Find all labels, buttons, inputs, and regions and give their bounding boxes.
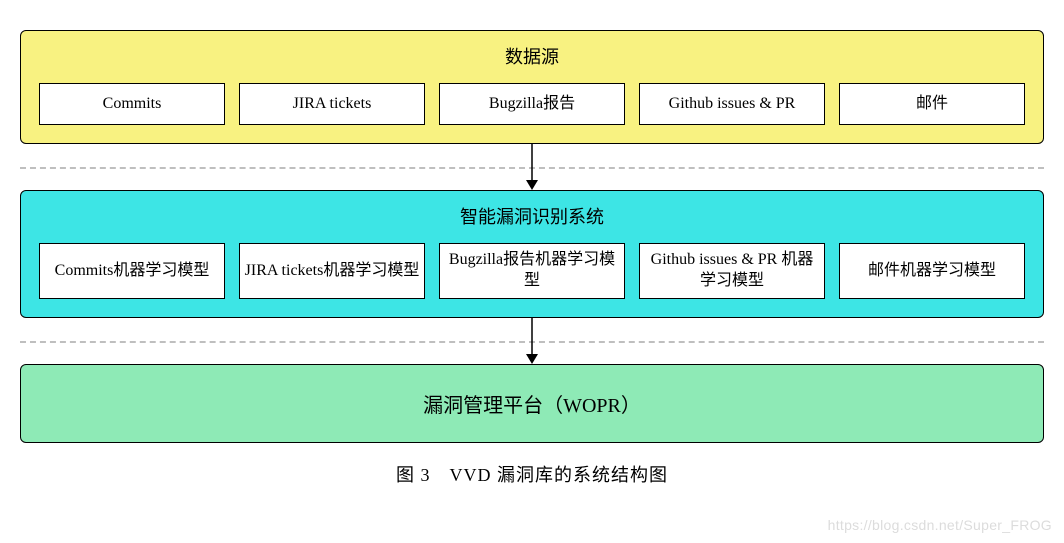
box-email-model: 邮件机器学习模型 <box>839 243 1025 299</box>
layer-title-sources: 数据源 <box>39 43 1025 69</box>
watermark: https://blog.csdn.net/Super_FROG <box>828 517 1052 533</box>
box-github: Github issues & PR <box>639 83 825 125</box>
layer-title-models: 智能漏洞识别系统 <box>39 203 1025 229</box>
box-jira-model: JIRA tickets机器学习模型 <box>239 243 425 299</box>
separator-1 <box>20 144 1044 190</box>
layer-data-sources: 数据源 Commits JIRA tickets Bugzilla报告 Gith… <box>20 30 1044 144</box>
box-jira: JIRA tickets <box>239 83 425 125</box>
box-bugzilla: Bugzilla报告 <box>439 83 625 125</box>
separator-2 <box>20 318 1044 364</box>
figure-caption: 图 3 VVD 漏洞库的系统结构图 <box>20 461 1044 487</box>
sources-row: Commits JIRA tickets Bugzilla报告 Github i… <box>39 83 1025 125</box>
layer-title-platform: 漏洞管理平台（WOPR） <box>39 389 1025 418</box>
layer-platform: 漏洞管理平台（WOPR） <box>20 364 1044 443</box>
layer-ml-models: 智能漏洞识别系统 Commits机器学习模型 JIRA tickets机器学习模… <box>20 190 1044 318</box>
arrow-down-1 <box>522 144 542 190</box>
box-bugzilla-model: Bugzilla报告机器学习模型 <box>439 243 625 299</box>
box-commits-model: Commits机器学习模型 <box>39 243 225 299</box>
arrow-down-2 <box>522 318 542 364</box>
models-row: Commits机器学习模型 JIRA tickets机器学习模型 Bugzill… <box>39 243 1025 299</box>
box-commits: Commits <box>39 83 225 125</box>
box-email: 邮件 <box>839 83 1025 125</box>
box-github-model: Github issues & PR 机器学习模型 <box>639 243 825 299</box>
